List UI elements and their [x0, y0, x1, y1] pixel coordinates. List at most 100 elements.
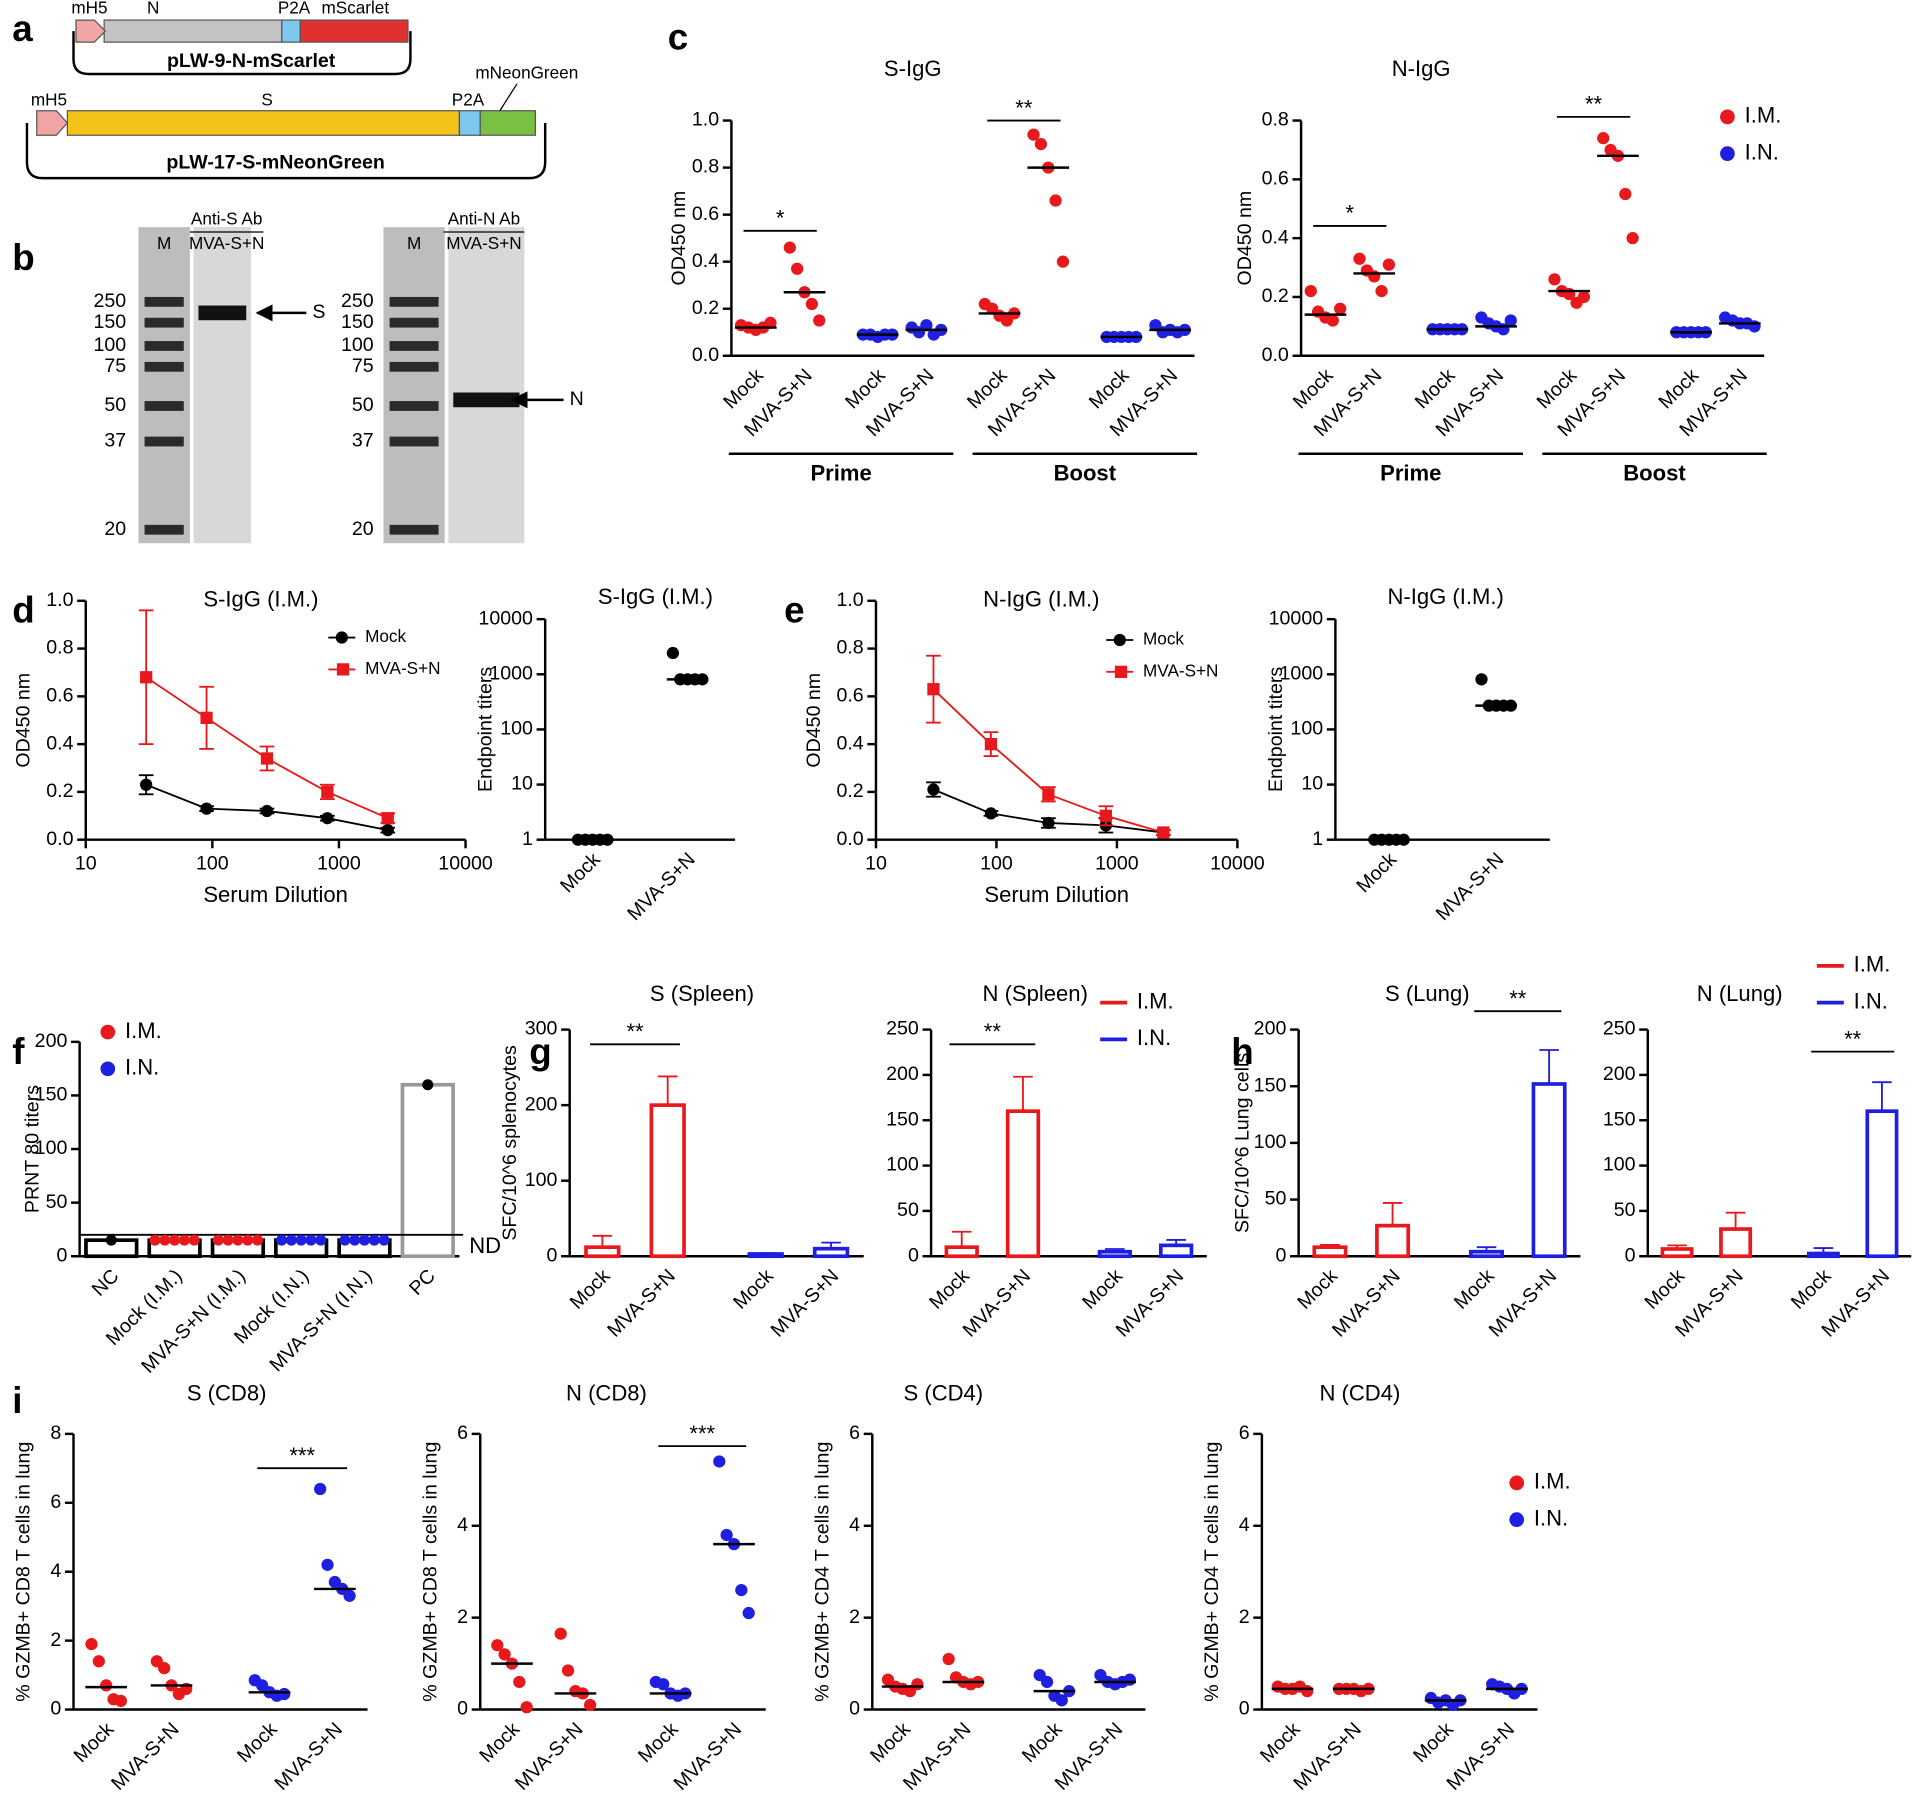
data-point: [321, 1558, 334, 1571]
marker-band: [144, 296, 184, 307]
y-tick-label: 6: [1239, 1422, 1250, 1444]
data-point: [1368, 270, 1381, 283]
bar: [400, 1082, 455, 1259]
x-tick-label: MVA-S+N: [623, 848, 700, 925]
y-tick-label: 200: [886, 1063, 919, 1085]
data-point: [260, 804, 274, 818]
y-axis-label: SFC/10^6 Lung cells: [1232, 1053, 1254, 1233]
x-tick-label: Mock: [866, 1718, 915, 1767]
marker-size: 75: [352, 355, 374, 377]
data-point: [1748, 320, 1761, 333]
gene-segment: [66, 110, 461, 136]
data-point: [554, 1627, 567, 1640]
data-point: [149, 1234, 161, 1246]
y-tick-label: 10000: [478, 607, 533, 629]
data-point: [169, 1234, 181, 1246]
data-point: [422, 1079, 434, 1091]
data-point: [1626, 232, 1639, 245]
x-tick-label: Mock: [70, 1718, 119, 1767]
bar: [584, 1245, 621, 1259]
marker-size: 50: [352, 394, 374, 416]
bar: [1158, 1243, 1194, 1259]
marker-size: 150: [93, 311, 126, 333]
data-point: [188, 1234, 200, 1246]
promoter-label: mH5: [71, 0, 107, 18]
data-point: [305, 1234, 317, 1246]
y-tick-label: 6: [457, 1422, 468, 1444]
x-tick-label: Mock: [925, 1265, 974, 1314]
antibody-label: Anti-N Ab: [448, 208, 520, 228]
y-tick-label: 4: [1239, 1514, 1250, 1536]
bar: [944, 1245, 979, 1259]
data-point: [178, 1234, 190, 1246]
x-tick-label: MVA-S+N: [959, 1265, 1036, 1342]
x-tick-label: Mock: [1293, 1265, 1342, 1314]
y-tick-label: 10000: [1269, 607, 1324, 629]
bar: [1312, 1245, 1348, 1259]
data-point: [942, 1652, 955, 1666]
legend-label: I.M.: [125, 1018, 162, 1043]
data-point: [742, 1606, 755, 1620]
sample-band: [453, 392, 520, 408]
group-label: Boost: [1623, 460, 1686, 485]
gene-segment: [458, 110, 481, 136]
bar: [1375, 1223, 1411, 1259]
significance-label: **: [626, 1019, 644, 1044]
data-point: [491, 1639, 504, 1652]
legend-marker: [1720, 109, 1735, 125]
marker-size: 75: [104, 355, 126, 377]
data-point: [321, 785, 334, 799]
chart-title: N (CD8): [566, 1381, 647, 1406]
data-point: [314, 1482, 327, 1496]
x-tick-label: Mock: [1256, 1718, 1305, 1767]
x-tick-label: Mock: [1078, 1265, 1127, 1314]
data-point: [764, 316, 777, 329]
data-point: [520, 1701, 533, 1714]
gene-segment: [479, 110, 536, 136]
y-tick-label: 0: [457, 1698, 468, 1720]
data-point: [498, 1648, 511, 1661]
data-point: [251, 1234, 263, 1246]
y-axis-label: % GZMB+ CD8 T cells in lung: [13, 1442, 35, 1702]
data-point: [1056, 255, 1070, 268]
x-tick-label: 10: [75, 852, 97, 874]
y-axis-label: OD450 nm: [1234, 191, 1256, 286]
data-point: [200, 802, 213, 815]
data-point: [720, 1528, 733, 1542]
data-point: [984, 807, 998, 820]
panel-label: e: [784, 590, 804, 631]
y-tick-label: 0.6: [692, 203, 719, 225]
y-tick-label: 0.4: [1262, 226, 1289, 248]
panel-label: g: [529, 1031, 551, 1072]
x-tick-label: Mock: [1450, 1265, 1499, 1314]
series-line: [932, 688, 1164, 834]
x-tick-label: Mock: [566, 1265, 615, 1314]
legend-label: MVA-S+N: [1143, 660, 1218, 680]
band-label: S: [312, 301, 325, 323]
band-label: N: [570, 388, 584, 410]
marker-band: [144, 317, 184, 328]
x-tick-label: 10: [865, 852, 887, 874]
panel-label: i: [12, 1380, 22, 1421]
y-axis-label: OD450 nm: [668, 191, 690, 286]
y-tick-label: 0.2: [46, 780, 73, 802]
legend-marker: [100, 1024, 116, 1040]
blot-marker-lane: [138, 227, 190, 544]
blot-sample-lane: [193, 227, 252, 544]
x-tick-label: Mock: [233, 1718, 282, 1767]
x-tick-label: 1000: [1095, 852, 1139, 874]
legend-marker: [1113, 633, 1126, 647]
data-point: [368, 1234, 380, 1246]
data-point: [105, 1234, 117, 1246]
group-label: Prime: [1380, 460, 1441, 485]
plasmid-name: pLW-17-S-mNeonGreen: [166, 152, 384, 174]
data-point: [1042, 788, 1055, 801]
data-point: [1597, 132, 1610, 145]
panel-label: c: [668, 16, 688, 57]
data-point: [260, 752, 274, 765]
y-tick-label: 0.2: [1262, 285, 1289, 307]
panel-label: f: [12, 1031, 25, 1072]
bar: [1531, 1082, 1567, 1259]
y-tick-label: 100: [1254, 1131, 1287, 1153]
y-tick-label: 200: [1603, 1063, 1636, 1085]
